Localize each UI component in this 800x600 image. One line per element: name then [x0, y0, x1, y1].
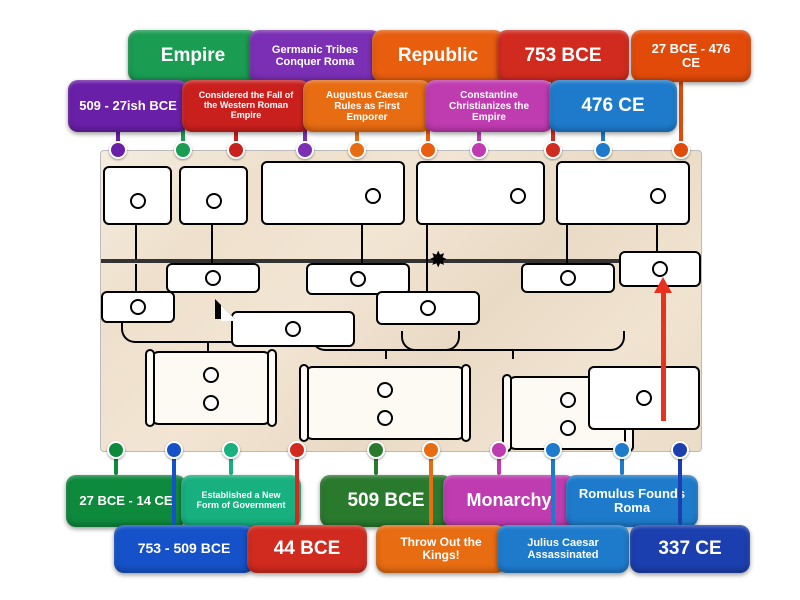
diagram-slot[interactable]	[103, 166, 172, 225]
diagram-slot[interactable]	[179, 166, 248, 225]
connector-line	[426, 221, 428, 291]
slot-marker	[285, 321, 301, 337]
pin-juliusass	[551, 450, 555, 525]
diagram-slot[interactable]	[376, 291, 480, 325]
pinball-509bce	[367, 441, 385, 459]
slot-marker	[560, 270, 576, 286]
tag-constantine[interactable]: Constantine Christianizes the Empire	[425, 80, 553, 132]
tag-509-27[interactable]: 509 - 27ish BCE	[68, 80, 188, 132]
slot-marker	[205, 270, 221, 286]
diagram-slot[interactable]	[521, 263, 615, 293]
tag-throwout[interactable]: Throw Out the Kings!	[376, 525, 506, 573]
slot-marker	[203, 395, 219, 411]
slot-marker	[652, 261, 668, 277]
pinball-27-14	[107, 441, 125, 459]
pin-throwout	[429, 450, 433, 525]
tag-27-14[interactable]: 27 BCE - 14 CE	[66, 475, 186, 527]
tag-augustus[interactable]: Augustus Caesar Rules as First Emporer	[303, 80, 431, 132]
pinball-romulus	[613, 441, 631, 459]
pin-44bce	[295, 450, 299, 525]
pinball-juliusass	[544, 441, 562, 459]
tag-753bce[interactable]: 753 BCE	[497, 30, 629, 82]
slot-marker	[350, 271, 366, 287]
slot-marker	[365, 188, 381, 204]
tag-empire[interactable]: Empire	[128, 30, 258, 82]
pinball-throwout	[422, 441, 440, 459]
diagram-slot[interactable]	[556, 161, 690, 225]
diagram-slot[interactable]	[416, 161, 545, 225]
slot-marker	[650, 188, 666, 204]
burst-icon: ✸	[429, 251, 447, 269]
slot-marker	[377, 410, 393, 426]
pinball-337ce	[671, 441, 689, 459]
connector-line	[361, 221, 363, 263]
slot-marker	[130, 193, 146, 209]
pinball-753bce	[544, 141, 562, 159]
tag-monarchy[interactable]: Monarchy	[443, 475, 575, 527]
pinball-753-509	[165, 441, 183, 459]
slot-marker	[420, 300, 436, 316]
connector-line	[135, 221, 137, 259]
connector-line	[566, 221, 568, 263]
diagram-slot[interactable]	[166, 263, 260, 293]
slot-marker	[560, 420, 576, 436]
diagram-slot[interactable]	[149, 351, 273, 425]
slot-marker	[203, 367, 219, 383]
pinball-fallwest	[227, 141, 245, 159]
slot-marker	[636, 390, 652, 406]
tag-44bce[interactable]: 44 BCE	[247, 525, 367, 573]
slot-marker	[510, 188, 526, 204]
pin-337ce	[678, 450, 682, 525]
red-arrow-head-icon	[654, 277, 672, 293]
pinball-monarchy	[490, 441, 508, 459]
pinball-augustus	[348, 141, 366, 159]
pin-753-509	[172, 450, 176, 525]
pinball-44bce	[288, 441, 306, 459]
red-arrow-line	[661, 291, 666, 421]
connector-line	[656, 221, 658, 251]
pin-27-476	[679, 70, 683, 150]
tag-fallwest[interactable]: Considered the Fall of the Western Roman…	[182, 80, 310, 132]
tag-republic[interactable]: Republic	[372, 30, 504, 82]
slot-marker	[560, 392, 576, 408]
slot-marker	[377, 382, 393, 398]
pinball-empire	[174, 141, 192, 159]
brace	[401, 331, 625, 351]
diagram-slot[interactable]	[101, 291, 175, 323]
tag-476ce[interactable]: 476 CE	[549, 80, 677, 132]
slot-marker	[130, 299, 146, 315]
diagram-slot[interactable]	[231, 311, 355, 347]
pinball-476ce	[594, 141, 612, 159]
connector-line	[211, 221, 213, 263]
diagram-slot[interactable]	[588, 366, 700, 430]
tag-753-509[interactable]: 753 - 509 BCE	[114, 525, 254, 573]
tag-juliusass[interactable]: Julius Caesar Assassinated	[497, 525, 629, 573]
pinball-germanic	[296, 141, 314, 159]
tag-newgov[interactable]: Established a New Form of Government	[181, 475, 301, 527]
pinball-newgov	[222, 441, 240, 459]
stage: ✸ EmpireGermanic Tribes Conquer RomaRepu…	[0, 0, 800, 600]
tag-27-476[interactable]: 27 BCE - 476 CE	[631, 30, 751, 82]
timeline-diagram: ✸	[100, 150, 702, 452]
tag-337ce[interactable]: 337 CE	[630, 525, 750, 573]
diagram-slot[interactable]	[303, 366, 467, 440]
slot-marker	[206, 193, 222, 209]
pinball-27-476	[672, 141, 690, 159]
diagram-slot[interactable]	[261, 161, 405, 225]
connector-line	[135, 264, 137, 291]
pinball-constantine	[470, 141, 488, 159]
pinball-republic	[419, 141, 437, 159]
pinball-509-27	[109, 141, 127, 159]
tag-germanic[interactable]: Germanic Tribes Conquer Roma	[249, 30, 381, 82]
